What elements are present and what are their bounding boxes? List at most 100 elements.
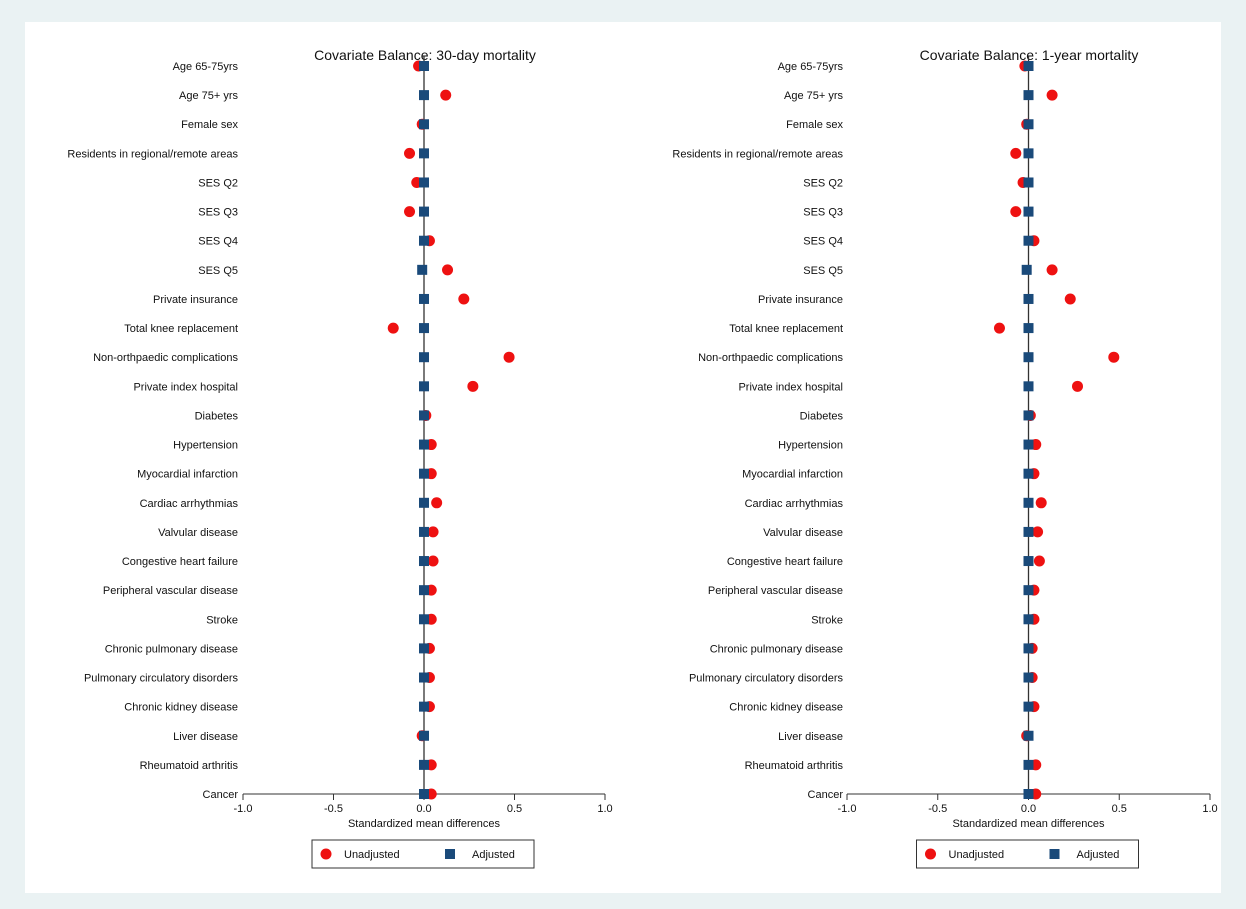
adjusted-point — [1023, 235, 1034, 246]
covariate-label: SES Q5 — [803, 265, 843, 277]
adjusted-point — [419, 614, 429, 625]
covariate-label: Valvular disease — [763, 527, 843, 539]
unadjusted-point — [427, 526, 439, 538]
covariate-label: Female sex — [786, 119, 843, 131]
adjusted-point — [1023, 439, 1034, 450]
adjusted-point — [419, 148, 429, 159]
covariate-label: Hypertension — [173, 440, 238, 452]
unadjusted-point — [1046, 89, 1058, 101]
covariate-label: Stroke — [811, 614, 843, 626]
adjusted-point — [1023, 614, 1034, 625]
covariate-label: Private index hospital — [133, 381, 238, 393]
legend-box — [311, 839, 535, 869]
chart-panel-1: Covariate Balance: 30-day mortality Age 6… — [67, 47, 613, 869]
adjusted-point — [1023, 352, 1034, 363]
covariate-label: Cancer — [808, 789, 844, 801]
adjusted-point — [1023, 148, 1034, 159]
legend-unadjusted-marker — [925, 848, 936, 860]
adjusted-point — [1023, 759, 1034, 770]
adjusted-point — [419, 61, 429, 71]
adjusted-point — [1023, 381, 1034, 392]
adjusted-point — [1023, 119, 1034, 130]
covariate-label: Total knee replacement — [124, 323, 238, 335]
covariate-label: Hypertension — [778, 440, 843, 452]
unadjusted-point — [387, 322, 399, 334]
x-tick-label: 1.0 — [1202, 803, 1217, 815]
adjusted-point — [1023, 672, 1034, 683]
covariate-label: SES Q4 — [198, 236, 238, 248]
chart-panel-2: Covariate Balance: 1-year mortality Age 6… — [672, 47, 1218, 869]
legend-adjusted-label: Adjusted — [1077, 849, 1120, 861]
adjusted-point — [1023, 730, 1034, 741]
x-tick-label: 0.0 — [1021, 803, 1036, 815]
covariate-label: Age 75+ yrs — [179, 90, 239, 102]
legend-adjusted-marker — [1049, 849, 1060, 859]
x-tick-label: -0.5 — [928, 803, 947, 815]
unadjusted-point — [1072, 380, 1084, 392]
unadjusted-point — [1010, 206, 1022, 218]
covariate-label: Stroke — [206, 614, 238, 626]
unadjusted-point — [1064, 293, 1076, 305]
covariate-label: Congestive heart failure — [122, 556, 238, 568]
adjusted-point — [419, 323, 429, 334]
unadjusted-point — [458, 293, 470, 305]
unadjusted-point — [1032, 526, 1044, 538]
adjusted-point — [419, 90, 429, 101]
adjusted-point — [419, 235, 429, 246]
unadjusted-point — [431, 497, 443, 509]
legend-unadjusted-label: Unadjusted — [949, 849, 1005, 861]
adjusted-point — [1023, 293, 1034, 304]
unadjusted-point — [1010, 147, 1022, 159]
adjusted-point — [419, 585, 429, 596]
covariate-label: Cardiac arrhythmias — [745, 498, 844, 510]
adjusted-point — [419, 468, 429, 479]
covariate-label: Liver disease — [778, 731, 843, 743]
adjusted-point — [1023, 585, 1034, 596]
covariate-label: Chronic kidney disease — [124, 702, 238, 714]
legend-box — [916, 839, 1139, 869]
figure-canvas: Covariate Balance: 30-day mortality Age 6… — [25, 22, 1221, 893]
x-tick-label: 1.0 — [597, 803, 612, 815]
adjusted-point — [1023, 526, 1034, 537]
adjusted-point — [1023, 643, 1034, 654]
covariate-label: Liver disease — [173, 731, 238, 743]
adjusted-point — [419, 119, 429, 130]
chart-title: Covariate Balance: 1-year mortality — [920, 47, 1139, 63]
covariate-label: Valvular disease — [158, 527, 238, 539]
unadjusted-point — [993, 322, 1005, 334]
covariate-label: Age 75+ yrs — [784, 90, 844, 102]
adjusted-point — [1023, 701, 1034, 712]
unadjusted-point — [442, 264, 454, 276]
covariate-label: Diabetes — [195, 410, 239, 422]
covariate-label: Private insurance — [758, 294, 843, 306]
adjusted-point — [419, 381, 429, 392]
covariate-label: Rheumatoid arthritis — [140, 760, 239, 772]
adjusted-point — [1023, 206, 1034, 217]
covariate-label: Myocardial infarction — [742, 469, 843, 481]
covariate-label: SES Q4 — [803, 236, 843, 248]
covariate-label: Cancer — [203, 789, 239, 801]
covariate-label: Diabetes — [800, 410, 844, 422]
adjusted-point — [419, 439, 429, 450]
adjusted-point — [419, 759, 429, 770]
covariate-label: Peripheral vascular disease — [103, 585, 238, 597]
unadjusted-point — [404, 147, 416, 159]
adjusted-point — [419, 293, 429, 304]
adjusted-point — [1023, 61, 1034, 71]
covariate-label: Age 65-75yrs — [778, 61, 844, 73]
covariate-label: Rheumatoid arthritis — [745, 760, 844, 772]
covariate-label: SES Q5 — [198, 265, 238, 277]
x-tick-label: 0.5 — [1112, 803, 1127, 815]
covariate-label: Non-orthpaedic complications — [93, 352, 238, 364]
covariate-label: Age 65-75yrs — [173, 61, 239, 73]
adjusted-point — [419, 730, 429, 741]
x-axis-label: Standardized mean differences — [952, 818, 1105, 830]
covariate-label: Total knee replacement — [729, 323, 843, 335]
x-tick-label: -0.5 — [324, 803, 343, 815]
adjusted-point — [419, 643, 429, 654]
unadjusted-point — [440, 89, 452, 101]
covariate-label: SES Q2 — [803, 177, 843, 189]
legend-adjusted-marker — [445, 849, 455, 859]
covariate-balance-figure: Covariate Balance: 30-day mortality Age 6… — [67, 47, 1218, 869]
covariate-label: Non-orthpaedic complications — [698, 352, 843, 364]
